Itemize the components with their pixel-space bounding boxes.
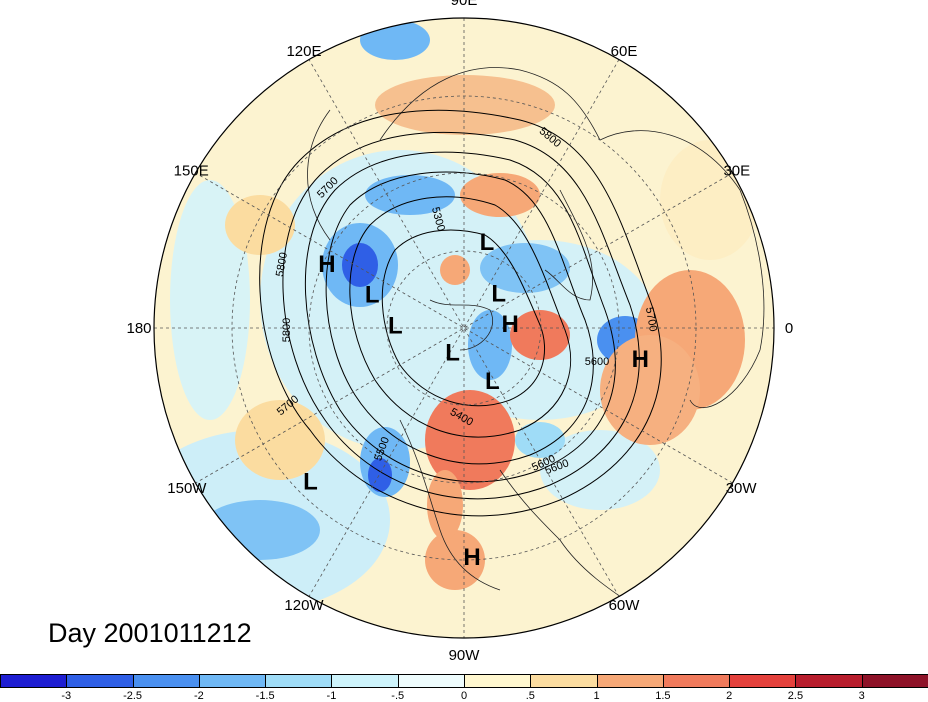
longitude-label: 120W <box>284 597 324 614</box>
longitude-label: 150E <box>174 163 209 180</box>
longitude-labels: 90E 60E 30E 0 30W 60W 90W 120W 150W 180 150E 120E <box>126 0 793 664</box>
colorbar-tick-label: 1.5 <box>655 690 671 702</box>
colorbar-segment <box>596 674 664 688</box>
colorbar-tick-label: 1 <box>593 690 600 702</box>
high-pressure-label: H <box>501 311 518 338</box>
coastlines <box>307 67 765 611</box>
height-contours <box>259 109 662 517</box>
colorbar-segment <box>530 674 598 688</box>
longitude-label: 60E <box>611 43 638 60</box>
low-pressure-label: L <box>491 280 506 307</box>
high-pressure-label: H <box>632 346 649 373</box>
longitude-label: 120E <box>286 43 321 60</box>
colorbar-segment <box>861 674 928 688</box>
colorbar-segment <box>331 674 399 688</box>
contour-value-label: 5800 <box>274 251 290 277</box>
colorbar-tick-label: 3 <box>858 690 865 702</box>
graticule <box>154 18 774 638</box>
colorbar-tick-label: .5 <box>525 690 535 702</box>
longitude-label: 90E <box>451 0 478 9</box>
low-pressure-label: L <box>303 468 318 495</box>
colorbar-tick-label: -1.5 <box>255 690 275 702</box>
longitude-label: 90W <box>449 647 481 664</box>
colorbar-segment <box>198 674 267 688</box>
contour-value-label: 5600 <box>585 356 609 368</box>
colorbar-segment <box>0 674 68 688</box>
colorbar-segment <box>795 674 863 688</box>
contour-value-label: 5700 <box>643 306 659 332</box>
colorbar-tick-label: 2 <box>726 690 733 702</box>
colorbar-tick-label: -.5 <box>391 690 405 702</box>
longitude-label: 180 <box>126 320 151 337</box>
colorbar-segment <box>729 674 797 688</box>
colorbar-tick-label: -3 <box>61 690 72 702</box>
colorbar-segment <box>662 674 731 688</box>
colorbar <box>0 674 928 690</box>
longitude-label: 30E <box>723 163 750 180</box>
date-label: Day 2001011212 <box>48 618 252 648</box>
colorbar-tick-label: -1 <box>326 690 337 702</box>
colorbar-segment <box>265 674 333 688</box>
map-boundary <box>153 17 775 639</box>
colorbar-tick-label: 0 <box>460 690 468 702</box>
low-pressure-label: L <box>365 282 380 309</box>
colorbar-tick-label: 2.5 <box>787 690 804 702</box>
longitude-label: 0 <box>785 320 793 337</box>
colorbar-tick-label: -2 <box>193 690 204 702</box>
colorbar-segment <box>132 674 200 688</box>
low-pressure-label: L <box>480 229 495 256</box>
low-pressure-label: L <box>445 340 460 367</box>
longitude-label: 30W <box>726 480 758 497</box>
anomaly-shading <box>154 18 774 638</box>
colorbar-segment <box>464 674 532 688</box>
colorbar-tick-label: -2.5 <box>123 690 143 702</box>
longitude-label: 150W <box>167 480 207 497</box>
colorbar-segment <box>397 674 465 688</box>
colorbar-segment <box>66 674 134 688</box>
high-pressure-label: H <box>318 251 335 278</box>
high-pressure-label: H <box>463 544 480 571</box>
longitude-label: 60W <box>609 597 641 614</box>
low-pressure-label: L <box>388 313 403 340</box>
low-pressure-label: L <box>485 368 500 395</box>
contour-value-label: 5800 <box>281 318 293 342</box>
